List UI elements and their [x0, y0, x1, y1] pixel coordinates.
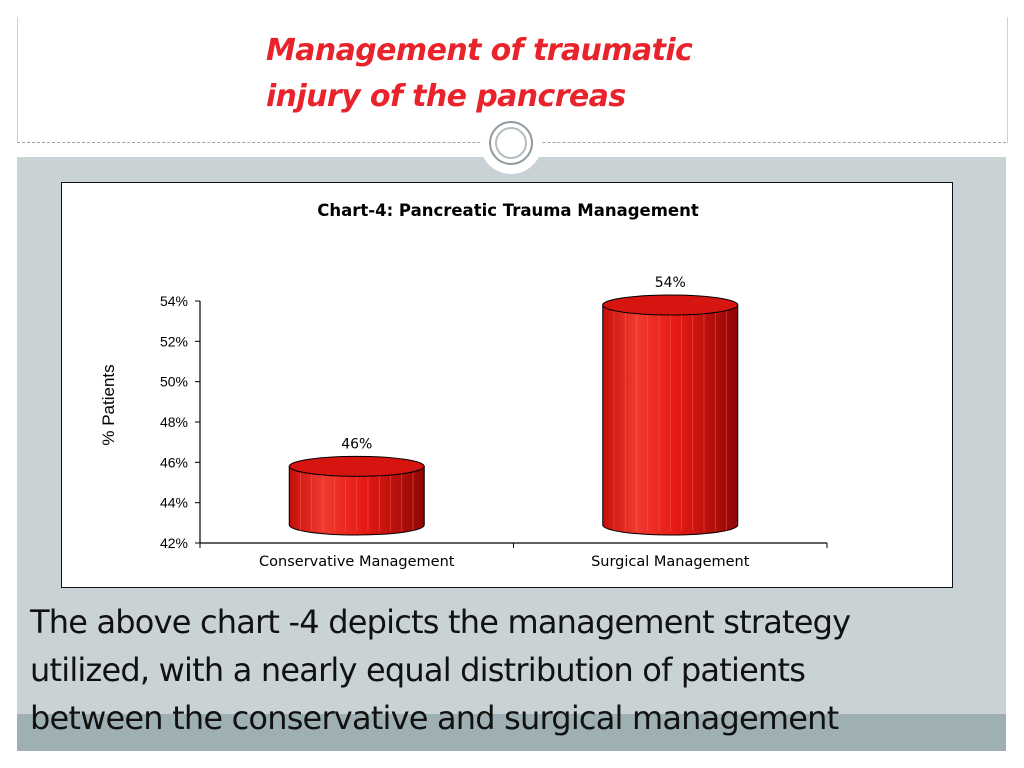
caption-line-1: The above chart -4 depicts the managemen…: [30, 603, 851, 641]
ornament-ring-inner: [495, 127, 527, 159]
y-tick-label: 46%: [160, 454, 188, 470]
slide-caption: The above chart -4 depicts the managemen…: [30, 598, 990, 742]
bar-top: [288, 455, 425, 477]
bar: [288, 455, 425, 536]
chart-axes: 42% 44% 46% 48% 50% 52% 54% Conservative Manage…: [160, 293, 828, 570]
y-tick-label: 48%: [160, 414, 188, 430]
bar-top: [602, 294, 739, 316]
x-tick-label: Conservative Management: [259, 554, 455, 570]
slide-title: Management of traumatic injury of the pa…: [266, 28, 786, 120]
circle-ornament-icon: [480, 112, 542, 174]
y-tick-label: 54%: [160, 293, 188, 309]
y-tick-label: 44%: [160, 495, 188, 511]
chart-bars: 46% 54%: [288, 275, 739, 536]
bar: [602, 294, 739, 536]
footer-band: [17, 714, 1006, 751]
title-line-2: injury of the pancreas: [266, 79, 626, 114]
data-label: 54%: [655, 275, 686, 291]
ornament-ring: [489, 121, 533, 165]
x-tick-label: Surgical Management: [591, 554, 750, 570]
y-tick-label: 50%: [160, 374, 188, 390]
title-line-1: Management of traumatic: [266, 33, 693, 68]
bar-chart: Chart-4: Pancreatic Trauma Management % …: [99, 201, 828, 570]
y-axis-label: % Patients: [99, 364, 118, 445]
caption-line-2: utilized, with a nearly equal distributi…: [30, 651, 806, 689]
chart-title: Chart-4: Pancreatic Trauma Management: [317, 201, 699, 220]
chart-panel: Chart-4: Pancreatic Trauma Management % …: [61, 182, 953, 588]
y-tick-label: 42%: [160, 535, 188, 551]
data-label: 46%: [341, 436, 372, 452]
y-tick-label: 52%: [160, 333, 188, 349]
caption-line-3: between the conservative and surgical ma…: [30, 699, 839, 737]
